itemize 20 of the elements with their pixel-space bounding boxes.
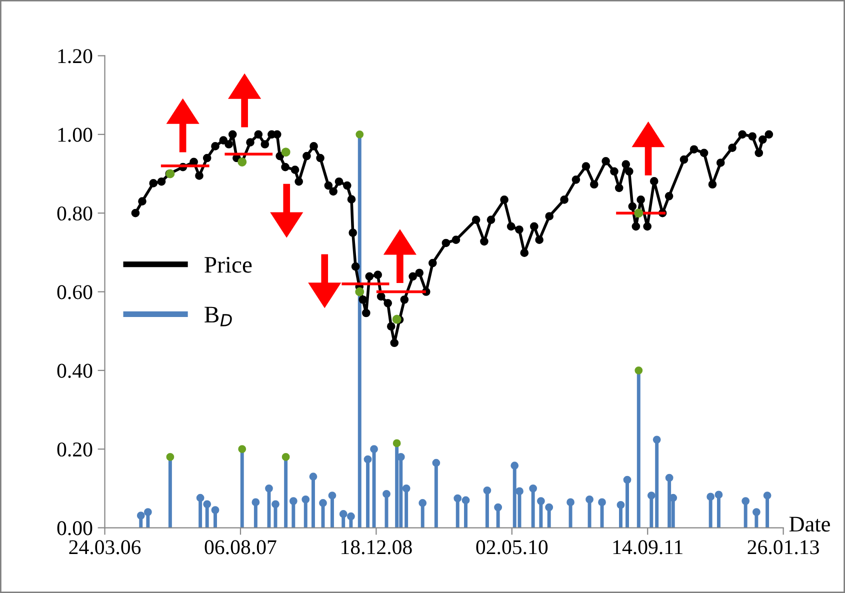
point xyxy=(355,287,364,296)
y-tick-label: 1.20 xyxy=(58,49,92,64)
x-axis-title: Date xyxy=(789,516,830,532)
y-tick-label: 0.20 xyxy=(57,442,92,457)
y-tick-label: 0.40 xyxy=(57,364,92,378)
y-tick-label: 0.80 xyxy=(57,206,92,221)
x-tick-label: 18.12.08 xyxy=(342,540,412,554)
x-tick-label: 02.05.10 xyxy=(476,540,548,554)
y-tick-label: 0.00 xyxy=(57,521,92,536)
x-tick-label: 26.01.13 xyxy=(748,540,819,554)
legend-label: B$_{D}$ xyxy=(204,306,232,326)
point xyxy=(634,208,644,218)
legend-label: Price xyxy=(204,256,252,273)
x-tick-label: 24.03.06 xyxy=(69,540,141,554)
x-tick-label: 06.08.07 xyxy=(204,540,276,554)
point xyxy=(392,314,402,324)
point xyxy=(281,148,290,157)
y-tick-label: 0.60 xyxy=(57,285,92,300)
x-tick-label: 14.09.11 xyxy=(613,540,682,554)
y-tick-label: 1.00 xyxy=(58,128,92,142)
